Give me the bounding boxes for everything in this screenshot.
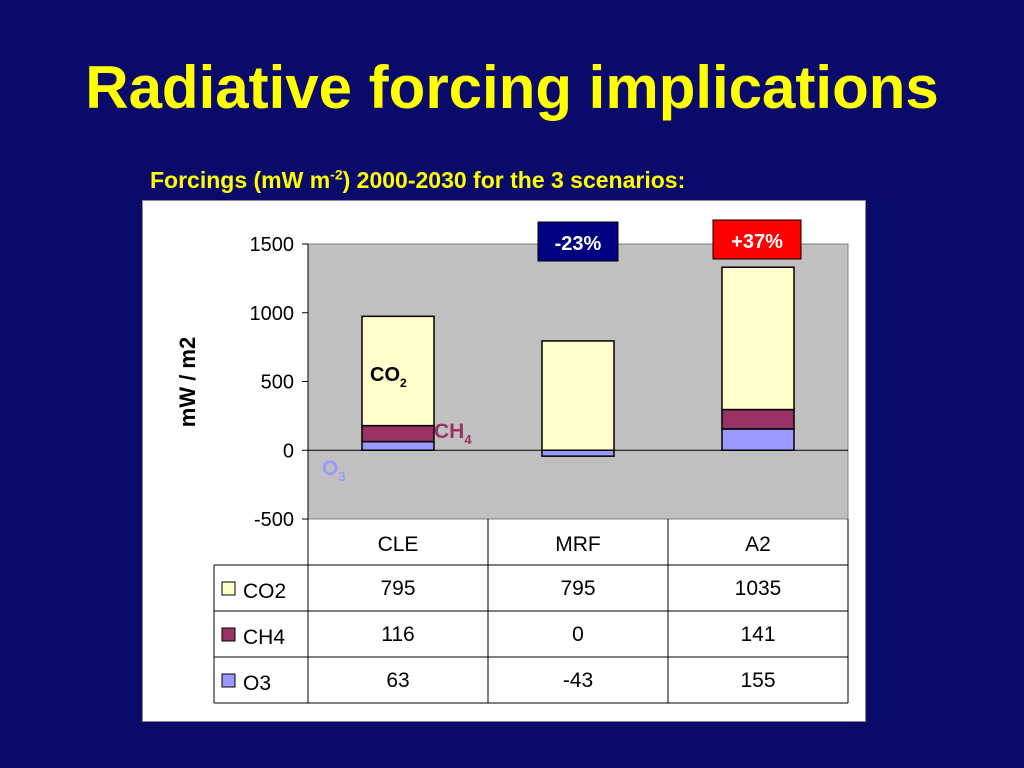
chart-subtitle: Forcings (mW m-2) 2000-2030 for the 3 sc… xyxy=(150,166,685,194)
mrf-change-box xyxy=(537,221,619,262)
mrf-change-label: -23% xyxy=(555,233,602,255)
legend-swatch-o3 xyxy=(221,673,236,688)
x-category-label: A2 xyxy=(745,533,771,556)
legend-swatch-ch4 xyxy=(221,627,236,642)
y-tick-label: 1500 xyxy=(250,234,295,256)
bar-ch4-cle xyxy=(361,424,435,443)
co2-annotation: CO2 xyxy=(370,364,407,390)
y-axis-label: mW / m2 xyxy=(175,337,200,427)
table-cell: -43 xyxy=(563,669,593,692)
y-tick-label: 500 xyxy=(261,372,294,394)
table-cell: 795 xyxy=(560,577,595,600)
subtitle-pre: Forcings (mW m xyxy=(150,167,331,193)
legend-swatch-co2 xyxy=(221,581,236,596)
a2-change-box xyxy=(712,219,802,260)
a2-change-label: +37% xyxy=(731,231,783,253)
table-cell: 1035 xyxy=(735,577,782,600)
bar-co2-a2 xyxy=(721,266,795,411)
bar-o3-a2 xyxy=(721,428,795,451)
bar-ch4-a2 xyxy=(721,408,795,430)
y-tick-label: -500 xyxy=(254,509,294,531)
subtitle-superscript: -2 xyxy=(330,166,343,183)
bar-co2-mrf xyxy=(541,340,615,451)
ch4-annotation: CH4 xyxy=(434,420,472,447)
x-category-label: MRF xyxy=(555,533,601,556)
slide-title: Radiative forcing implications xyxy=(85,54,939,121)
bar-co2-cle xyxy=(361,315,435,427)
table-cell: 116 xyxy=(381,623,414,646)
legend-label-o3: O3 xyxy=(243,672,271,695)
legend-label-ch4: CH4 xyxy=(243,626,285,649)
table-cell: 795 xyxy=(380,577,415,600)
legend-label-co2: CO2 xyxy=(243,580,286,603)
table-cell: 155 xyxy=(740,669,775,692)
x-category-label: CLE xyxy=(378,533,419,556)
y-tick-label: 1000 xyxy=(250,303,295,325)
o3-annotation: O3 xyxy=(322,457,346,484)
table-cell: 63 xyxy=(386,669,409,692)
subtitle-post: ) 2000-2030 for the 3 scenarios: xyxy=(342,167,686,193)
bar-o3-cle xyxy=(361,440,435,451)
table-cell: 141 xyxy=(740,623,775,646)
bar-o3-mrf xyxy=(541,449,615,457)
y-tick-label: 0 xyxy=(283,440,294,462)
table-cell: 0 xyxy=(572,623,584,646)
